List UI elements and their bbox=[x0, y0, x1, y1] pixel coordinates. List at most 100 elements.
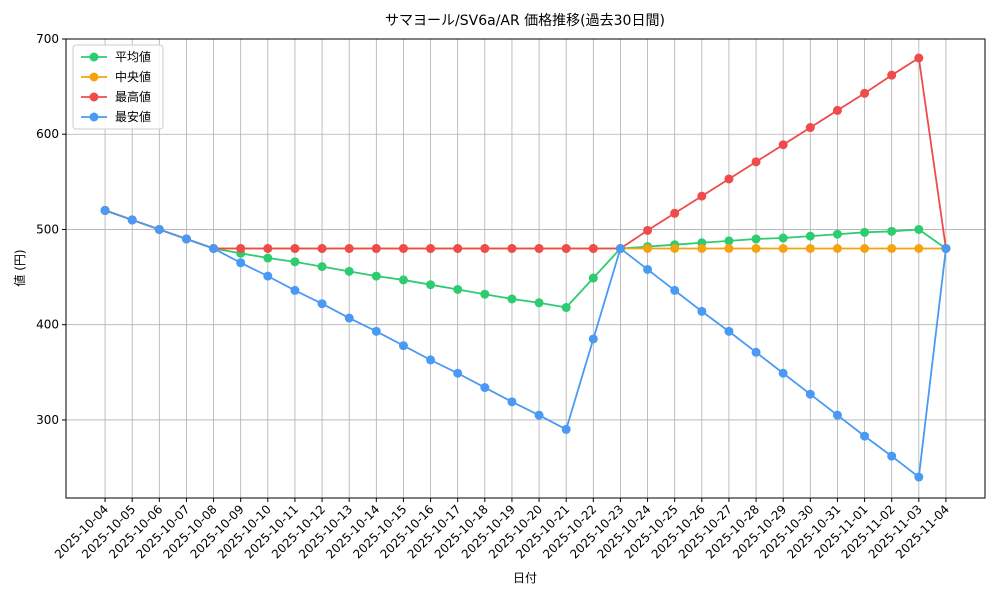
data-point bbox=[426, 280, 436, 290]
data-point bbox=[344, 266, 354, 276]
data-point bbox=[534, 410, 544, 420]
data-point bbox=[643, 264, 653, 274]
data-point bbox=[480, 244, 490, 254]
legend-label: 中央値 bbox=[115, 69, 151, 84]
data-point bbox=[181, 234, 191, 244]
data-point bbox=[805, 389, 815, 399]
data-point bbox=[751, 234, 761, 244]
data-point bbox=[209, 244, 219, 254]
data-point bbox=[561, 424, 571, 434]
data-point bbox=[317, 244, 327, 254]
data-point bbox=[398, 341, 408, 351]
series-line bbox=[104, 56, 947, 250]
legend-label: 平均値 bbox=[115, 49, 151, 64]
y-tick-label: 300 bbox=[36, 413, 59, 427]
data-point bbox=[588, 273, 598, 283]
data-point bbox=[371, 326, 381, 336]
data-point bbox=[398, 244, 408, 254]
legend-label: 最安値 bbox=[115, 109, 151, 124]
data-point bbox=[860, 244, 870, 254]
data-point bbox=[805, 244, 815, 254]
data-point bbox=[724, 326, 734, 336]
data-point bbox=[507, 397, 517, 407]
data-point bbox=[914, 224, 924, 234]
data-point bbox=[724, 174, 734, 184]
data-point bbox=[480, 383, 490, 393]
data-point bbox=[561, 303, 571, 313]
data-point bbox=[832, 229, 842, 239]
data-point bbox=[426, 355, 436, 365]
data-point bbox=[860, 227, 870, 237]
data-point bbox=[670, 208, 680, 218]
data-point bbox=[507, 294, 517, 304]
data-point bbox=[778, 368, 788, 378]
data-point bbox=[453, 368, 463, 378]
plot-frame bbox=[65, 38, 986, 499]
legend-marker bbox=[89, 92, 99, 102]
data-point bbox=[832, 410, 842, 420]
data-point bbox=[887, 70, 897, 80]
data-point bbox=[914, 472, 924, 482]
data-point bbox=[236, 244, 246, 254]
data-point bbox=[263, 271, 273, 281]
data-point bbox=[697, 244, 707, 254]
data-point bbox=[778, 140, 788, 150]
data-point bbox=[344, 244, 354, 254]
data-point bbox=[751, 157, 761, 167]
data-point bbox=[643, 225, 653, 235]
data-point bbox=[154, 224, 164, 234]
data-point bbox=[344, 313, 354, 323]
data-point bbox=[588, 334, 598, 344]
data-point bbox=[887, 226, 897, 236]
data-point bbox=[317, 299, 327, 309]
data-point bbox=[480, 289, 490, 299]
data-point bbox=[887, 451, 897, 461]
legend-marker bbox=[89, 72, 99, 82]
data-point bbox=[588, 244, 598, 254]
legend-box bbox=[72, 44, 164, 130]
data-point bbox=[670, 244, 680, 254]
data-point bbox=[317, 262, 327, 272]
series-line bbox=[104, 209, 947, 479]
y-tick-label: 400 bbox=[36, 318, 59, 332]
data-point bbox=[507, 244, 517, 254]
data-point bbox=[371, 271, 381, 281]
data-point bbox=[697, 191, 707, 201]
x-axis-label: 日付 bbox=[513, 571, 537, 585]
y-tick-label: 500 bbox=[36, 222, 59, 236]
data-point bbox=[453, 244, 463, 254]
y-tick-label: 700 bbox=[36, 32, 59, 46]
data-point bbox=[534, 244, 544, 254]
data-point bbox=[534, 298, 544, 308]
data-point bbox=[561, 244, 571, 254]
data-point bbox=[751, 347, 761, 357]
series-line bbox=[104, 209, 947, 309]
data-point bbox=[941, 244, 951, 254]
data-point bbox=[670, 285, 680, 295]
data-point bbox=[860, 88, 870, 98]
data-point bbox=[290, 257, 300, 267]
data-point bbox=[914, 53, 924, 63]
data-point bbox=[832, 105, 842, 115]
data-point bbox=[426, 244, 436, 254]
data-point bbox=[887, 244, 897, 254]
data-point bbox=[697, 306, 707, 316]
y-tick-label: 600 bbox=[36, 127, 59, 141]
data-point bbox=[860, 431, 870, 441]
data-point bbox=[371, 244, 381, 254]
data-point bbox=[453, 284, 463, 294]
data-point bbox=[805, 231, 815, 241]
data-point bbox=[100, 205, 110, 215]
data-point bbox=[263, 253, 273, 263]
data-point bbox=[914, 244, 924, 254]
legend-marker bbox=[89, 52, 99, 62]
legend-marker bbox=[89, 112, 99, 122]
legend-label: 最高値 bbox=[115, 89, 151, 104]
data-point bbox=[127, 215, 137, 225]
data-point bbox=[398, 275, 408, 285]
data-point bbox=[615, 244, 625, 254]
data-point bbox=[290, 285, 300, 295]
